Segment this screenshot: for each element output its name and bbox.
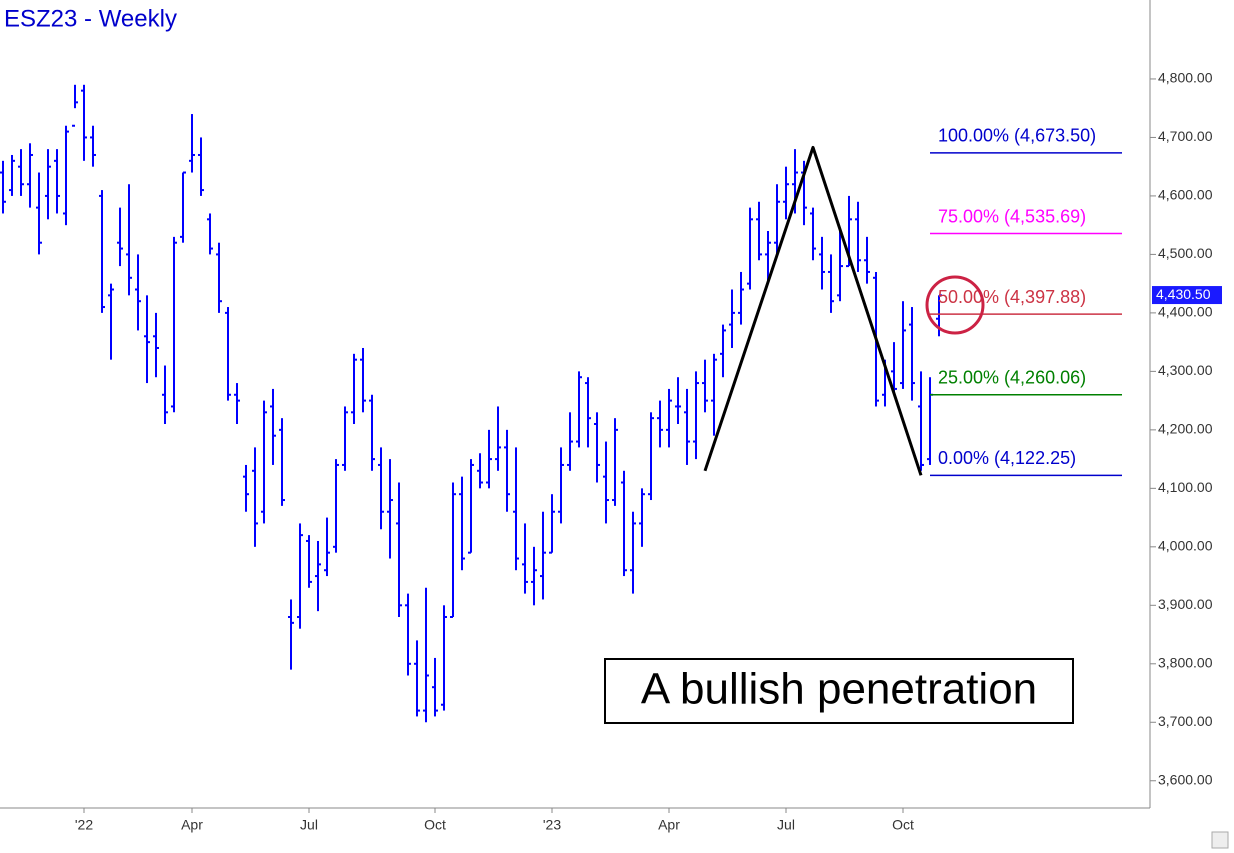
y-tick-label: 4,400.00 <box>1158 304 1213 320</box>
pattern-line <box>703 145 923 476</box>
x-tick-label: Jul <box>777 817 795 833</box>
y-tick-label: 4,700.00 <box>1158 128 1213 144</box>
chart-title: ESZ23 - Weekly <box>4 5 177 32</box>
y-tick-label: 4,200.00 <box>1158 421 1213 437</box>
annotation: A bullish penetration <box>641 665 1037 714</box>
y-tick-label: 3,600.00 <box>1158 771 1213 787</box>
y-tick-label: 3,800.00 <box>1158 654 1213 670</box>
y-tick-label: 3,700.00 <box>1158 713 1213 729</box>
x-tick-label: Apr <box>181 817 203 833</box>
x-tick-label: '22 <box>75 817 93 833</box>
scroll-button[interactable] <box>1211 831 1229 849</box>
x-tick-label: Apr <box>658 817 680 833</box>
x-tick-label: '23 <box>543 817 561 833</box>
y-tick-label: 4,300.00 <box>1158 362 1213 378</box>
y-tick-label: 4,000.00 <box>1158 538 1213 554</box>
y-tick-label: 4,500.00 <box>1158 245 1213 261</box>
fib-label: 75.00% (4,535.69) <box>938 206 1086 226</box>
fib-label: 50.00% (4,397.88) <box>938 287 1086 307</box>
plot: 3,600.00 3,700.00 3,800.00 3,900.00 4,000.00… <box>0 70 1222 833</box>
y-tick-label: 4,600.00 <box>1158 187 1213 203</box>
x-tick-label: Oct <box>424 817 446 833</box>
fib-label: 0.00% (4,122.25) <box>938 448 1076 468</box>
highlight-circle <box>925 275 985 335</box>
annotation-box <box>604 658 1074 724</box>
y-tick-label: 4,800.00 <box>1158 70 1213 86</box>
y-tick-label: 4,100.00 <box>1158 479 1213 495</box>
fib-label: 25.00% (4,260.06) <box>938 367 1086 387</box>
last-price-label: 4,430.50 <box>1156 286 1211 302</box>
y-tick-label: 3,900.00 <box>1158 596 1213 612</box>
x-tick-label: Oct <box>892 817 914 833</box>
last-price-box <box>1152 286 1222 305</box>
fib-label: 100.00% (4,673.50) <box>938 126 1096 146</box>
x-tick-label: Jul <box>300 817 318 833</box>
